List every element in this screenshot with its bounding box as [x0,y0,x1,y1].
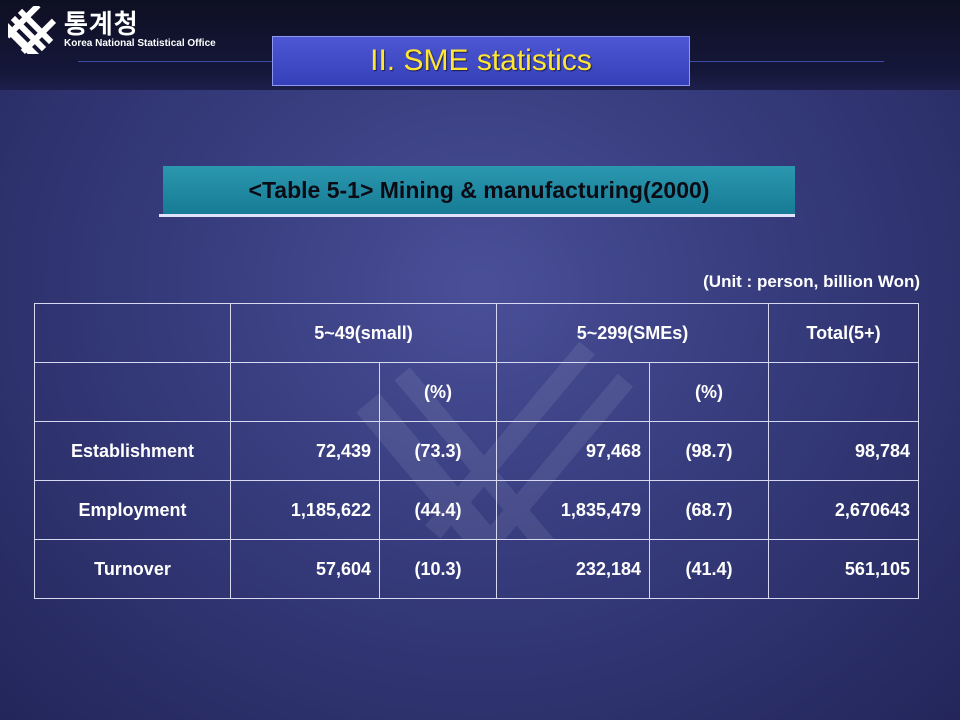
table-row: Turnover 57,604 (10.3) 232,184 (41.4) 56… [34,539,919,599]
total-count: 98,784 [768,421,919,481]
corner-cell [34,303,231,363]
total-count: 561,105 [768,539,919,599]
table-row: Employment 1,185,622 (44.4) 1,835,479 (6… [34,480,919,540]
row-label: Turnover [34,539,231,599]
top-banner: 통계청 Korea National Statistical Office II… [0,0,960,90]
sme-count: 232,184 [496,539,650,599]
group-header-small: 5~49(small) [230,303,497,363]
small-pct: (10.3) [379,539,497,599]
knso-logo-icon [8,6,56,54]
org-name-korean: 통계청 [64,10,139,40]
small-pct: (44.4) [379,480,497,540]
small-count: 72,439 [230,421,380,481]
subheader-pct: (%) [649,362,769,422]
group-header-total: Total(5+) [768,303,919,363]
sme-pct: (41.4) [649,539,769,599]
table-row: Establishment 72,439 (73.3) 97,468 (98.7… [34,421,919,481]
sme-count: 1,835,479 [496,480,650,540]
subheader-cell [230,362,380,422]
section-title: II. SME statistics [272,36,690,86]
small-count: 57,604 [230,539,380,599]
sme-pct: (68.7) [649,480,769,540]
table-header-row: 5~49(small) 5~299(SMEs) Total(5+) [34,303,919,363]
sme-data-table: 5~49(small) 5~299(SMEs) Total(5+) (%) (%… [34,303,919,599]
unit-note: (Unit : person, billion Won) [703,272,920,291]
table-caption: <Table 5-1> Mining & manufacturing(2000) [163,166,795,214]
row-label: Establishment [34,421,231,481]
small-count: 1,185,622 [230,480,380,540]
group-header-smes: 5~299(SMEs) [496,303,769,363]
org-name-english: Korea National Statistical Office [64,38,216,49]
subheader-cell [768,362,919,422]
table-subheader-row: (%) (%) [34,362,919,422]
row-label: Employment [34,480,231,540]
subheader-blank [34,362,231,422]
subheader-cell [496,362,650,422]
sme-pct: (98.7) [649,421,769,481]
subheader-pct: (%) [379,362,497,422]
sme-count: 97,468 [496,421,650,481]
small-pct: (73.3) [379,421,497,481]
caption-underline [159,214,795,217]
total-count: 2,670643 [768,480,919,540]
